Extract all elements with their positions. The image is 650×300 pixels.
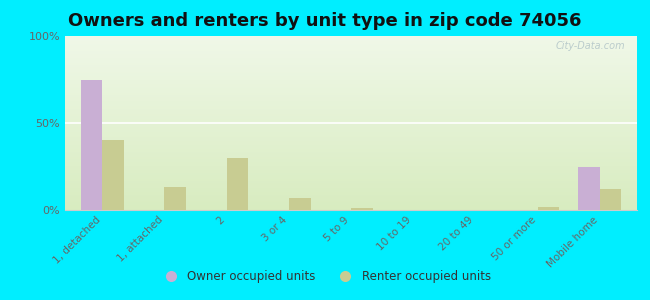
Bar [102, 140, 124, 210]
Bar [81, 80, 102, 210]
Legend: Owner occupied units, Renter occupied units: Owner occupied units, Renter occupied un… [154, 266, 496, 288]
Bar [578, 167, 600, 210]
Bar [227, 158, 248, 210]
Bar [164, 188, 187, 210]
Bar [538, 206, 559, 210]
Bar [600, 189, 621, 210]
Bar [351, 208, 372, 210]
Text: City-Data.com: City-Data.com [556, 41, 625, 51]
Bar [289, 198, 311, 210]
Text: Owners and renters by unit type in zip code 74056: Owners and renters by unit type in zip c… [68, 12, 582, 30]
